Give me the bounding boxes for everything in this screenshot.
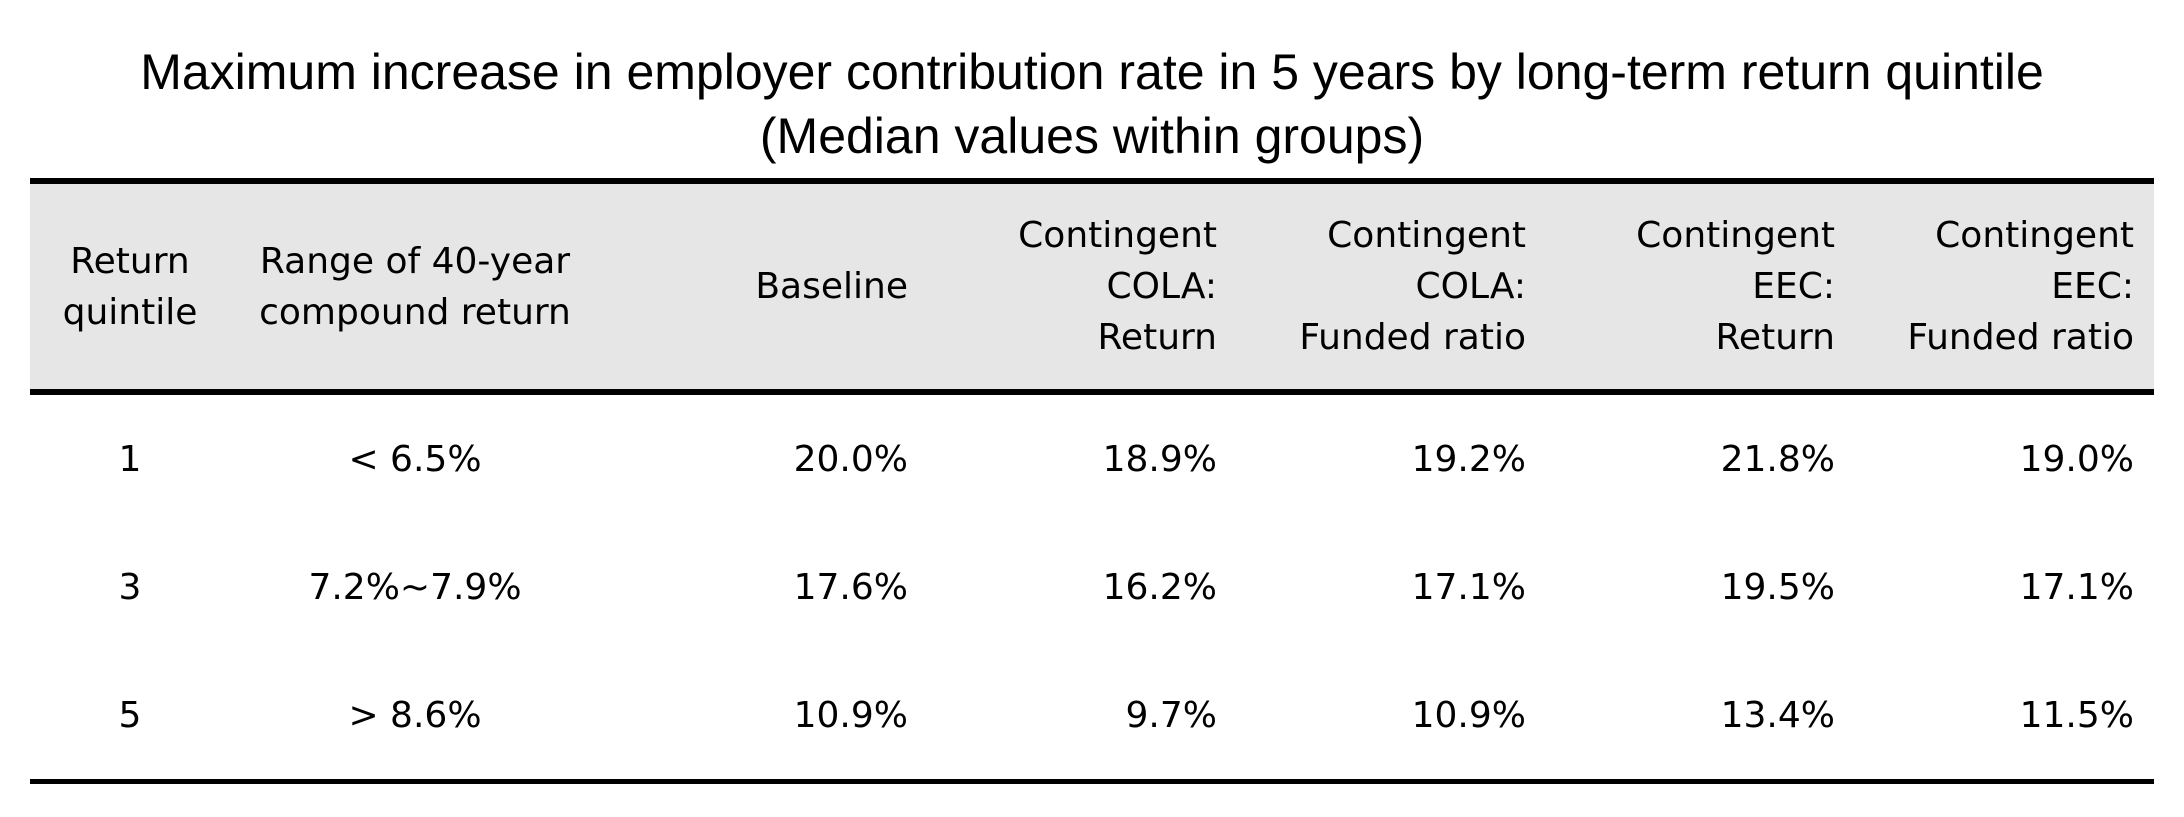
table-cell-r1-c6: 21.8% — [1720, 438, 1835, 480]
column-header-3-line-1: Baseline — [755, 266, 908, 307]
column-header-5-line-3: Funded ratio — [1299, 317, 1526, 358]
column-header-1: Return quintile — [30, 181, 230, 392]
column-header-4-line-1: Contingent — [1018, 215, 1217, 256]
table-body: 1 < 6.5% 20.0% 18.9% 19.2% 21.8% 19.0% 3 7.2%~7.… — [30, 392, 2154, 782]
column-header-2-line-2: compound return — [259, 291, 571, 333]
table-cell-r1-c5: 19.2% — [1411, 438, 1526, 480]
column-header-6-line-3: Return — [1715, 317, 1835, 358]
chart-title-line-2: (Median values within groups) — [759, 108, 1425, 164]
column-header-1-line-2: quintile — [62, 291, 198, 333]
table-cell-r2-c5: 17.1% — [1411, 566, 1526, 608]
column-header-2: Range of 40-year compound return — [230, 181, 600, 392]
table-cell-r1-c7: 19.0% — [2019, 438, 2134, 480]
results-table: Return quintile Range of 40-year compound r… — [30, 178, 2154, 784]
table-cell-r3-c4: 9.7% — [1125, 694, 1217, 736]
table-cell-r2-c6: 19.5% — [1720, 566, 1835, 608]
table-cell-r1-c2: < 6.5% — [348, 438, 482, 480]
table-cell-r2-c2: 7.2%~7.9% — [308, 566, 522, 608]
column-header-7-line-2: EEC: — [2051, 266, 2134, 307]
table-cell-r3-c5: 10.9% — [1411, 694, 1526, 736]
column-header-4: Contingent COLA: Return — [928, 181, 1237, 392]
column-header-7-line-3: Funded ratio — [1907, 317, 2134, 358]
column-header-7-line-1: Contingent — [1935, 215, 2134, 256]
table-cell-r1-c1: 1 — [118, 438, 142, 480]
chart-title: Maximum increase in employer contributio… — [0, 40, 2184, 168]
column-header-7: Contingent EEC: Funded ratio — [1855, 181, 2154, 392]
column-header-5-line-2: COLA: — [1415, 266, 1526, 307]
table-cell-r3-c2: > 8.6% — [348, 694, 482, 736]
table-cell-r1-c4: 18.9% — [1102, 438, 1217, 480]
table-cell-r3-c3: 10.9% — [793, 694, 908, 736]
column-header-2-line-1: Range of 40-year — [259, 240, 571, 282]
column-header-5: Contingent COLA: Funded ratio — [1237, 181, 1546, 392]
table-cell-r2-c3: 17.6% — [793, 566, 908, 608]
column-header-4-line-3: Return — [1097, 317, 1217, 358]
table-cell-r3-c1: 5 — [118, 694, 142, 736]
table-header: Return quintile Range of 40-year compound r… — [30, 181, 2154, 392]
column-header-1-line-1: Return — [70, 240, 190, 282]
table-cell-r3-c6: 13.4% — [1720, 694, 1835, 736]
column-header-3: Baseline — [600, 181, 928, 392]
table-cell-r3-c7: 11.5% — [2019, 694, 2134, 736]
table-row: 3 7.2%~7.9% 17.6% 16.2% 17.1% 19.5% 17.1% — [30, 523, 2154, 651]
results-table-container: Return quintile Range of 40-year compound r… — [30, 178, 2154, 784]
column-header-6-line-1: Contingent — [1636, 215, 1835, 256]
table-cell-r2-c7: 17.1% — [2019, 566, 2134, 608]
table-cell-r2-c1: 3 — [118, 566, 142, 608]
column-header-6-line-2: EEC: — [1752, 266, 1835, 307]
column-header-6: Contingent EEC: Return — [1546, 181, 1855, 392]
table-row: 1 < 6.5% 20.0% 18.9% 19.2% 21.8% 19.0% — [30, 392, 2154, 523]
column-header-4-line-2: COLA: — [1106, 266, 1217, 307]
chart-title-line-1: Maximum increase in employer contributio… — [140, 44, 2044, 100]
table-cell-r2-c4: 16.2% — [1102, 566, 1217, 608]
column-header-5-line-1: Contingent — [1327, 215, 1526, 256]
table-row: 5 > 8.6% 10.9% 9.7% 10.9% 13.4% 11.5% — [30, 651, 2154, 782]
table-header-row: Return quintile Range of 40-year compound r… — [30, 181, 2154, 392]
table-cell-r1-c3: 20.0% — [793, 438, 908, 480]
